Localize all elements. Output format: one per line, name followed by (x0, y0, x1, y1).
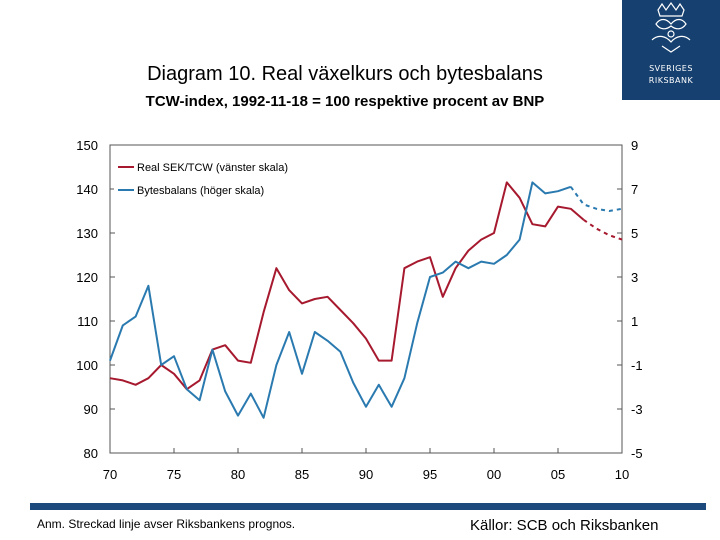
right-tick-label: -3 (631, 402, 643, 417)
footer-bar (30, 503, 706, 510)
left-tick-label: 90 (84, 402, 98, 417)
right-tick-label: 9 (631, 138, 638, 153)
riksbank-logo: SVERIGES RIKSBANK (622, 0, 720, 100)
x-tick-label: 10 (615, 467, 629, 482)
right-tick-label: -5 (631, 446, 643, 461)
left-tick-label: 130 (76, 226, 98, 241)
left-tick-label: 140 (76, 182, 98, 197)
left-tick-label: 150 (76, 138, 98, 153)
left-tick-label: 80 (84, 446, 98, 461)
x-tick-label: 90 (359, 467, 373, 482)
right-tick-label: 3 (631, 270, 638, 285)
x-tick-label: 70 (103, 467, 117, 482)
chart-subtitle: TCW-index, 1992-11-18 = 100 respektive p… (145, 93, 545, 110)
logo-line2: RIKSBANK (648, 76, 694, 85)
left-tick-label: 110 (77, 314, 98, 329)
legend-label-bop: Bytesbalans (höger skala) (137, 185, 264, 197)
x-tick-label: 95 (423, 467, 437, 482)
x-tick-label: 00 (487, 467, 501, 482)
forecast-line-bop (569, 186, 623, 213)
right-tick-label: 5 (631, 226, 638, 241)
right-tick-label: 1 (631, 314, 638, 329)
right-tick-label: 7 (631, 182, 638, 197)
source-note: Källor: SCB och Riksbanken (470, 517, 659, 534)
footnote: Anm. Streckad linje avser Riksbankens pr… (37, 517, 296, 531)
x-tick-label: 75 (167, 467, 181, 482)
chart-title: Diagram 10. Real växelkurs och bytesbala… (147, 63, 543, 85)
legend-box (114, 153, 308, 203)
forecast-line-sek (583, 218, 623, 241)
series-line-bop (109, 181, 572, 419)
logo-line1: SVERIGES (649, 64, 693, 73)
x-tick-label: 05 (551, 467, 565, 482)
x-tick-label: 80 (231, 467, 245, 482)
right-tick-label: -1 (631, 358, 643, 373)
left-tick-label: 120 (76, 270, 98, 285)
x-tick-label: 85 (295, 467, 309, 482)
crown-emblem-icon (651, 1, 691, 53)
series-line-sek (109, 181, 585, 391)
left-tick-label: 100 (76, 358, 98, 373)
legend-label-sek: Real SEK/TCW (vänster skala) (137, 162, 288, 174)
